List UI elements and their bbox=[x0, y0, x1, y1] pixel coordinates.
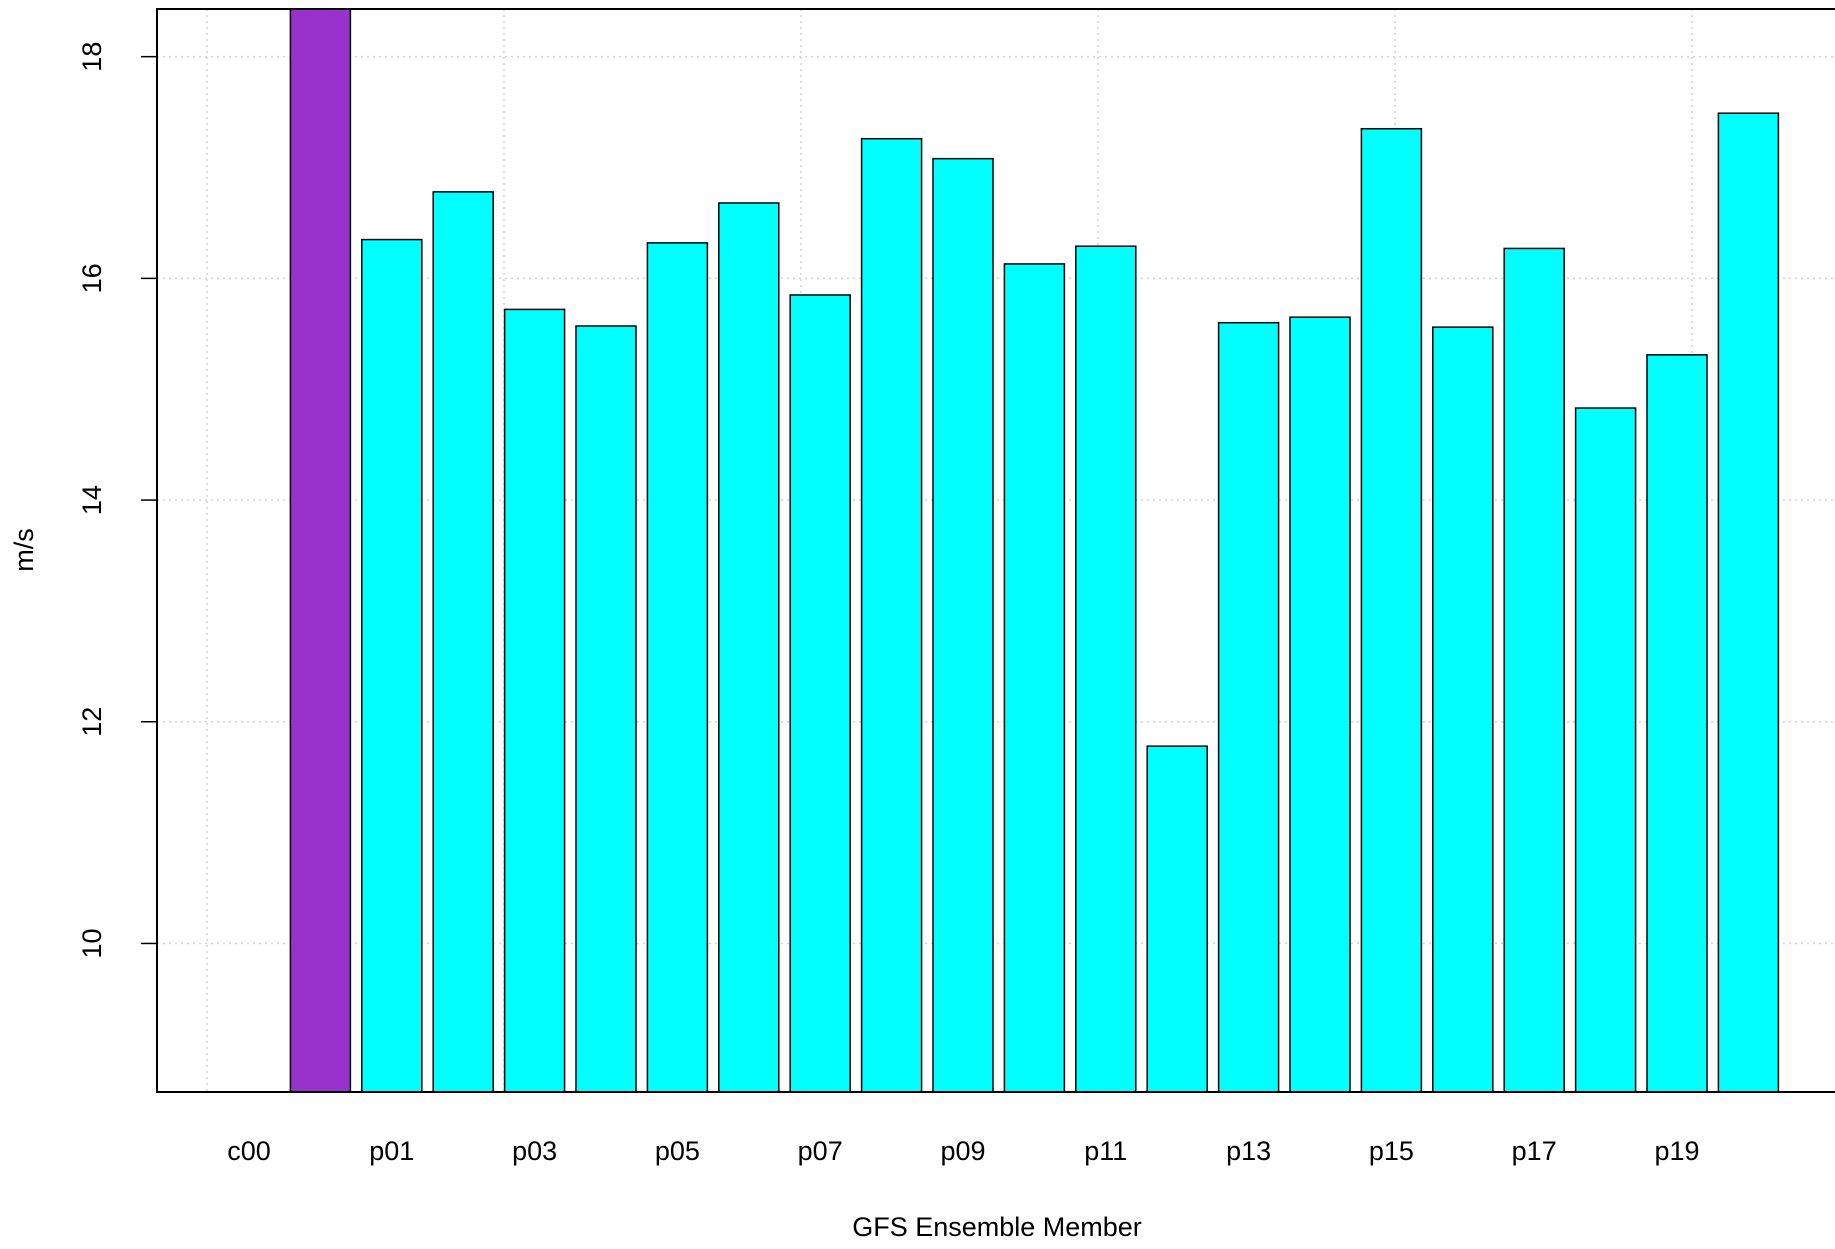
x-tick-label: p07 bbox=[798, 1136, 843, 1166]
bar bbox=[503, 308, 566, 1092]
x-tick-label: p15 bbox=[1369, 1136, 1414, 1166]
y-tick-label: 18 bbox=[77, 42, 107, 72]
bar bbox=[1217, 321, 1280, 1092]
bar bbox=[1146, 745, 1208, 1092]
x-tick-label: p03 bbox=[512, 1136, 557, 1166]
bar bbox=[575, 325, 637, 1092]
bar bbox=[646, 242, 709, 1092]
bar bbox=[1003, 263, 1066, 1092]
x-tick-label: c00 bbox=[227, 1136, 271, 1166]
bar bbox=[1503, 247, 1565, 1092]
bar bbox=[1075, 245, 1137, 1092]
y-tick-label: 12 bbox=[77, 707, 107, 737]
x-tick-label: p17 bbox=[1512, 1136, 1557, 1166]
bar bbox=[718, 202, 780, 1092]
bar bbox=[432, 191, 494, 1092]
x-axis-label: GFS Ensemble Member bbox=[852, 1212, 1142, 1242]
x-tick-label: p13 bbox=[1226, 1136, 1271, 1166]
bar bbox=[1574, 407, 1637, 1092]
bar bbox=[860, 137, 923, 1092]
bar bbox=[1289, 316, 1351, 1092]
bar bbox=[789, 294, 851, 1092]
bar bbox=[1360, 127, 1423, 1092]
bar bbox=[1717, 112, 1780, 1092]
x-tick-label: p01 bbox=[369, 1136, 414, 1166]
bar bbox=[1432, 326, 1494, 1092]
plot-frame bbox=[156, 8, 1835, 1093]
y-tick-label: 14 bbox=[77, 485, 107, 515]
y-axis-label: m/s bbox=[9, 528, 39, 572]
x-tick-label: p11 bbox=[1084, 1136, 1127, 1166]
bar bbox=[361, 238, 423, 1092]
bar bbox=[932, 157, 994, 1092]
x-tick-label: p09 bbox=[940, 1136, 985, 1166]
bar bbox=[1646, 354, 1708, 1092]
x-tick-label: p19 bbox=[1654, 1136, 1699, 1166]
bar bbox=[289, 9, 352, 1092]
y-tick-label: 16 bbox=[77, 263, 107, 293]
x-tick-label: p05 bbox=[655, 1136, 700, 1166]
bars bbox=[289, 9, 1780, 1092]
y-tick-label: 10 bbox=[77, 928, 107, 958]
